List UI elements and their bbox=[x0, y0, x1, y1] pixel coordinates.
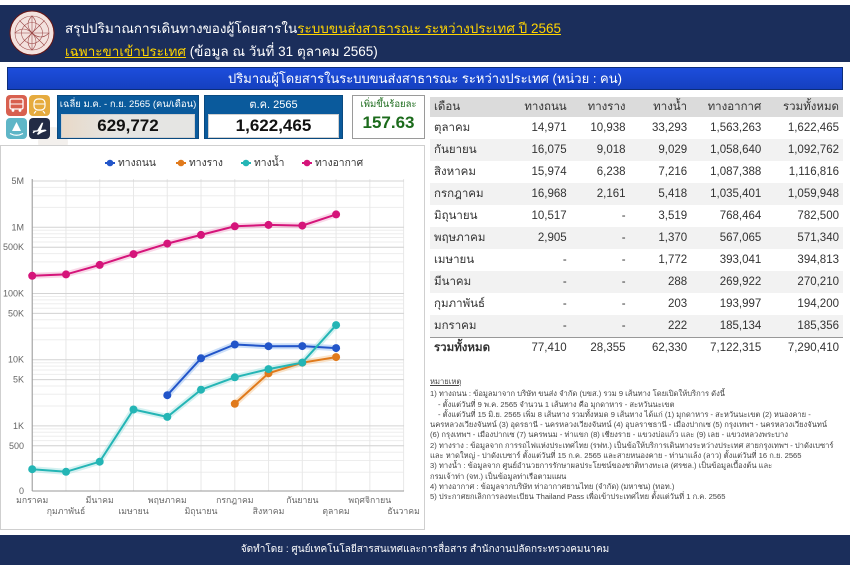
svg-text:ทางราง: ทางราง bbox=[189, 158, 223, 169]
svg-text:50K: 50K bbox=[8, 308, 24, 318]
svg-text:มีนาคม: มีนาคม bbox=[86, 495, 114, 505]
svg-text:5K: 5K bbox=[13, 375, 24, 385]
svg-text:ทางน้ำ: ทางน้ำ bbox=[254, 155, 284, 169]
svg-text:ธันวาคม: ธันวาคม bbox=[387, 506, 420, 516]
svg-text:500: 500 bbox=[9, 441, 24, 451]
svg-text:ตุลาคม: ตุลาคม bbox=[322, 506, 349, 517]
svg-text:ทางอากาศ: ทางอากาศ bbox=[315, 158, 364, 169]
svg-text:กรกฎาคม: กรกฎาคม bbox=[216, 495, 253, 505]
svg-text:10K: 10K bbox=[8, 355, 24, 365]
svg-text:พฤศจิกายน: พฤศจิกายน bbox=[348, 495, 391, 505]
svg-text:สิงหาคม: สิงหาคม bbox=[253, 506, 285, 516]
svg-text:ทางถนน: ทางถนน bbox=[118, 158, 156, 169]
svg-text:กันยายน: กันยายน bbox=[286, 495, 318, 505]
svg-text:1M: 1M bbox=[11, 222, 24, 232]
svg-text:500K: 500K bbox=[3, 242, 24, 252]
svg-text:เมษายน: เมษายน bbox=[118, 506, 148, 516]
svg-text:1K: 1K bbox=[13, 421, 24, 431]
svg-text:พฤษภาคม: พฤษภาคม bbox=[148, 495, 187, 505]
svg-text:กุมภาพันธ์: กุมภาพันธ์ bbox=[47, 506, 86, 517]
svg-text:100K: 100K bbox=[3, 289, 24, 299]
svg-text:5M: 5M bbox=[11, 176, 24, 186]
svg-text:มิถุนายน: มิถุนายน bbox=[185, 506, 218, 517]
svg-text:มกราคม: มกราคม bbox=[16, 495, 48, 505]
